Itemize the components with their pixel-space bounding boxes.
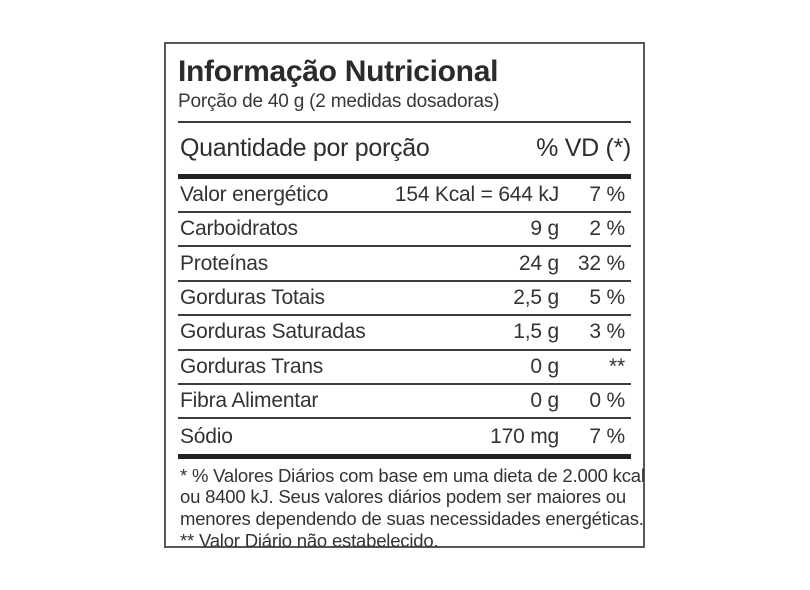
nutrient-row-gorduras-totais: Gorduras Totais 2,5 g 5 % xyxy=(178,282,631,317)
nutrient-dv: 7 % xyxy=(589,424,625,448)
nutrient-amount: 9 g xyxy=(530,217,559,241)
serving-size-text: Porção de 40 g (2 medidas dosadoras) xyxy=(178,90,500,112)
nutrient-name: Valor energético xyxy=(180,182,329,206)
footnote-line: * % Valores Diários com base em uma diet… xyxy=(180,464,645,486)
nutrient-row-sodio: Sódio 170 mg 7 % xyxy=(178,419,631,453)
nutrient-dv: 3 % xyxy=(589,320,625,344)
footnote-line: ** Valor Diário não estabelecido. xyxy=(180,529,439,551)
nutrient-name: Gorduras Totais xyxy=(180,285,325,309)
header-top-rule xyxy=(178,120,631,123)
nutrient-name: Fibra Alimentar xyxy=(180,389,319,413)
nutrient-name: Gorduras Saturadas xyxy=(180,320,366,344)
nutrient-row-proteinas: Proteínas 24 g 32 % xyxy=(178,247,631,282)
nutrient-name: Carboidratos xyxy=(180,217,298,241)
footnote-line: ou 8400 kJ. Seus valores diários podem s… xyxy=(180,486,626,508)
footnotes: * % Valores Diários com base em uma diet… xyxy=(178,459,645,551)
nutrient-amount: 0 g xyxy=(530,354,559,378)
nutrient-row-gorduras-saturadas: Gorduras Saturadas 1,5 g 3 % xyxy=(178,316,631,351)
nutrient-dv: 7 % xyxy=(589,182,625,206)
header-bottom-rule xyxy=(178,173,631,179)
nutrient-dv: 32 % xyxy=(577,251,625,275)
nutrient-amount: 170 mg xyxy=(490,424,559,448)
column-header-dv: % VD (*) xyxy=(536,133,631,162)
footnote-line: menores dependendo de suas necessidades … xyxy=(180,507,644,529)
nutrient-row-fibra-alimentar: Fibra Alimentar 0 g 0 % xyxy=(178,385,631,420)
nutrient-dv: 5 % xyxy=(589,285,625,309)
nutrient-amount: 154 Kcal = 644 kJ xyxy=(394,182,559,206)
column-header-quantity: Quantidade por porção xyxy=(180,133,430,162)
nutrient-amount: 1,5 g xyxy=(513,320,559,344)
table-bottom-rule xyxy=(178,453,631,459)
column-header-row: Quantidade por porção % VD (*) xyxy=(178,123,631,174)
nutrient-name: Proteínas xyxy=(180,251,269,275)
nutrient-name: Sódio xyxy=(180,424,233,448)
nutrient-row-gorduras-trans: Gorduras Trans 0 g ** xyxy=(178,351,631,385)
nutrient-row-valor-energetico: Valor energético 154 Kcal = 644 kJ 7 % xyxy=(178,179,631,213)
nutrition-label: Informação Nutricional Porção de 40 g (2… xyxy=(164,42,645,551)
nutrient-amount: 24 g xyxy=(518,251,559,275)
nutrient-amount: 2,5 g xyxy=(513,285,559,309)
nutrient-table: Valor energético 154 Kcal = 644 kJ 7 % C… xyxy=(178,179,631,454)
nutrient-dv: ** xyxy=(609,354,625,378)
nutrient-amount: 0 g xyxy=(530,389,559,413)
nutrient-name: Gorduras Trans xyxy=(180,354,324,378)
nutrient-dv: 0 % xyxy=(589,389,625,413)
nutrient-dv: 2 % xyxy=(589,217,625,241)
label-title: Informação Nutricional xyxy=(178,55,499,88)
nutrient-row-carboidratos: Carboidratos 9 g 2 % xyxy=(178,213,631,248)
